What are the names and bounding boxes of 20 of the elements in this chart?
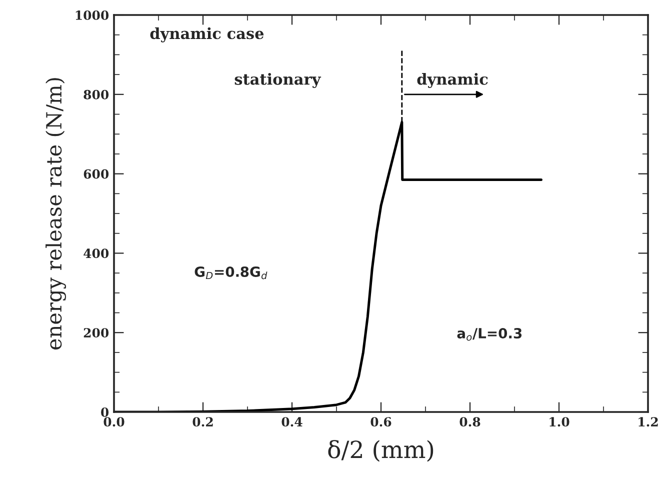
x-tick-label: 0.0 [104,417,124,427]
y-tick-label: 1000 [76,10,109,20]
y-tick-label: 400 [84,248,109,258]
x-tick-label: 0.8 [460,417,480,427]
x-axis-title: δ/2 (mm) [328,440,434,462]
y-axis-title: energy release rate (N/m) [46,78,66,350]
x-tick-label: 0.4 [282,417,302,427]
y-tick-label: 800 [84,90,109,100]
y-tick-label: 600 [84,169,109,179]
x-tick-label: 1.2 [638,417,658,427]
x-tick-label: 0.6 [370,417,392,427]
annotation: G$_{D}$=0.8G$_{d}$ [194,266,268,280]
annotation: dynamic [417,73,488,88]
x-tick-label: 1.0 [550,417,570,427]
annotation: dynamic case [150,27,264,42]
y-tick-label: 200 [84,328,109,338]
x-tick-label: 0.2 [192,417,213,427]
annotation: a$_{o}$/L=0.3 [457,328,522,341]
y-tick-label: 0 [101,407,109,417]
annotation: stationary [234,73,322,88]
